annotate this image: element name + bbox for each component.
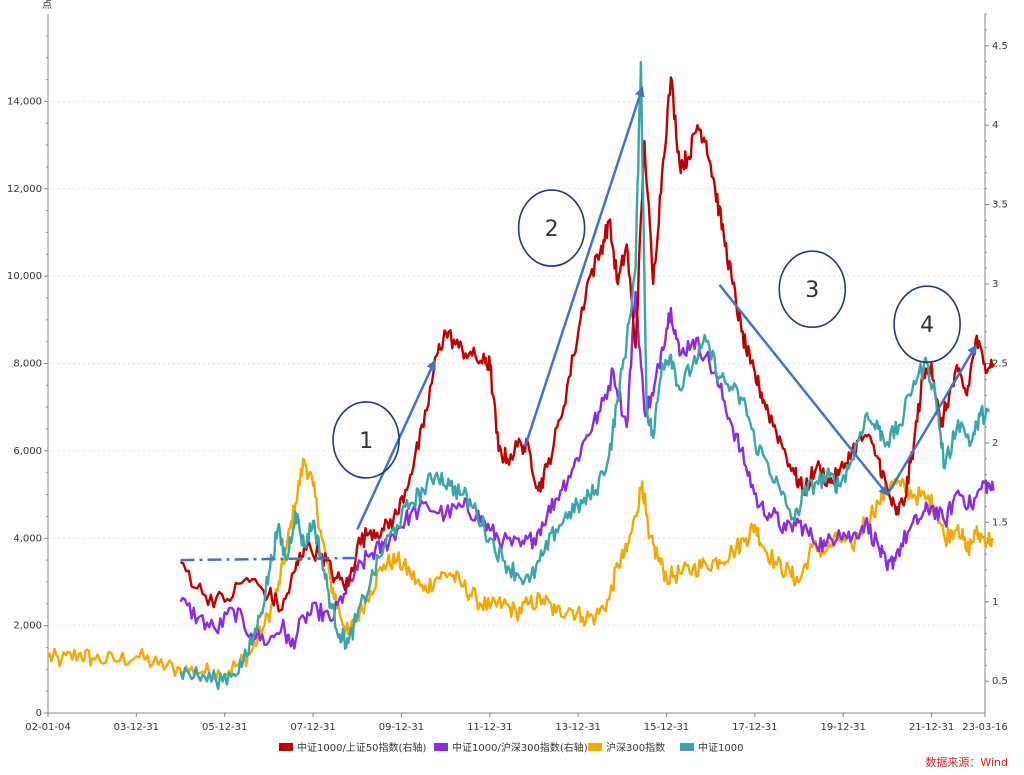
right-tick-label: 2 xyxy=(992,438,998,449)
x-tick-label: 13-12-31 xyxy=(555,722,600,733)
left-axis-unit-label: 点 xyxy=(42,0,52,11)
left-tick-label: 8,000 xyxy=(13,359,42,370)
annotation-label: 4 xyxy=(920,313,934,338)
x-tick-label: 05-12-31 xyxy=(202,722,247,733)
right-tick-label: 3.5 xyxy=(992,200,1008,211)
x-tick-label: 11-12-31 xyxy=(467,722,512,733)
legend-label-3: 中证1000 xyxy=(698,741,743,754)
legend-swatch-3 xyxy=(680,743,694,751)
legend-label-0: 中证1000/上证50指数(右轴) xyxy=(297,741,426,754)
legend-swatch-1 xyxy=(434,743,448,751)
trend-arrow-1 xyxy=(356,359,436,531)
legend-swatch-2 xyxy=(588,743,602,751)
annotation-label: 2 xyxy=(545,217,559,242)
right-tick-label: 1.5 xyxy=(992,517,1008,528)
x-tick-label: 09-12-31 xyxy=(379,722,424,733)
annotation-circle xyxy=(517,189,586,267)
x-tick-label: 21-12-31 xyxy=(909,722,954,733)
left-tick-label: 2,000 xyxy=(13,621,42,632)
trend-arrow-2 xyxy=(523,86,645,447)
right-tick-label: 2.5 xyxy=(992,359,1008,370)
trend-arrow-3 xyxy=(718,284,889,497)
source-note: 数据来源：Wind xyxy=(925,755,1008,769)
annotation-circle xyxy=(332,401,400,479)
axes: 0 2,000 4,000 6,000 8,000 10,000 12,000 14,000 0… xyxy=(7,13,1008,733)
series-line-0 xyxy=(179,76,995,613)
grid-lines xyxy=(48,100,985,627)
series-lines xyxy=(47,60,995,691)
annotation-label: 1 xyxy=(359,429,373,454)
left-tick-label: 6,000 xyxy=(13,446,42,457)
left-tick-label: 0 xyxy=(36,708,42,719)
annotation-circle xyxy=(893,285,961,363)
trend-overlays: 1 2 3 4 xyxy=(180,86,977,562)
legend-label-1: 中证1000/沪深300指数(右轴) xyxy=(452,741,588,754)
reference-dash-line xyxy=(180,556,362,562)
x-tick-label: 07-12-31 xyxy=(290,722,335,733)
left-tick-label: 10,000 xyxy=(7,271,42,282)
x-tick-label: 15-12-31 xyxy=(644,722,689,733)
trend-arrow-4 xyxy=(886,344,977,496)
x-tick-label: 19-12-31 xyxy=(820,722,865,733)
annotation-label: 3 xyxy=(805,278,819,303)
x-tick-label: 03-12-31 xyxy=(114,722,159,733)
right-tick-label: 3 xyxy=(992,279,998,290)
legend: 中证1000/上证50指数(右轴) 中证1000/沪深300指数(右轴) 沪深300… xyxy=(279,741,743,754)
left-tick-label: 14,000 xyxy=(7,96,42,107)
right-tick-label: 0.5 xyxy=(992,676,1008,687)
right-tick-label: 4 xyxy=(992,120,998,131)
x-tick-label: 17-12-31 xyxy=(732,722,777,733)
x-tick-label: 23-03-16 xyxy=(962,722,1007,733)
right-tick-label: 1 xyxy=(992,597,998,608)
series-line-3 xyxy=(179,60,991,691)
legend-label-2: 沪深300指数 xyxy=(606,741,665,754)
left-tick-label: 12,000 xyxy=(7,184,42,195)
right-tick-label: 4.5 xyxy=(992,41,1008,52)
left-tick-label: 4,000 xyxy=(13,533,42,544)
legend-swatch-0 xyxy=(279,743,293,751)
annotation-circle xyxy=(778,250,847,329)
x-tick-label: 02-01-04 xyxy=(25,722,70,733)
